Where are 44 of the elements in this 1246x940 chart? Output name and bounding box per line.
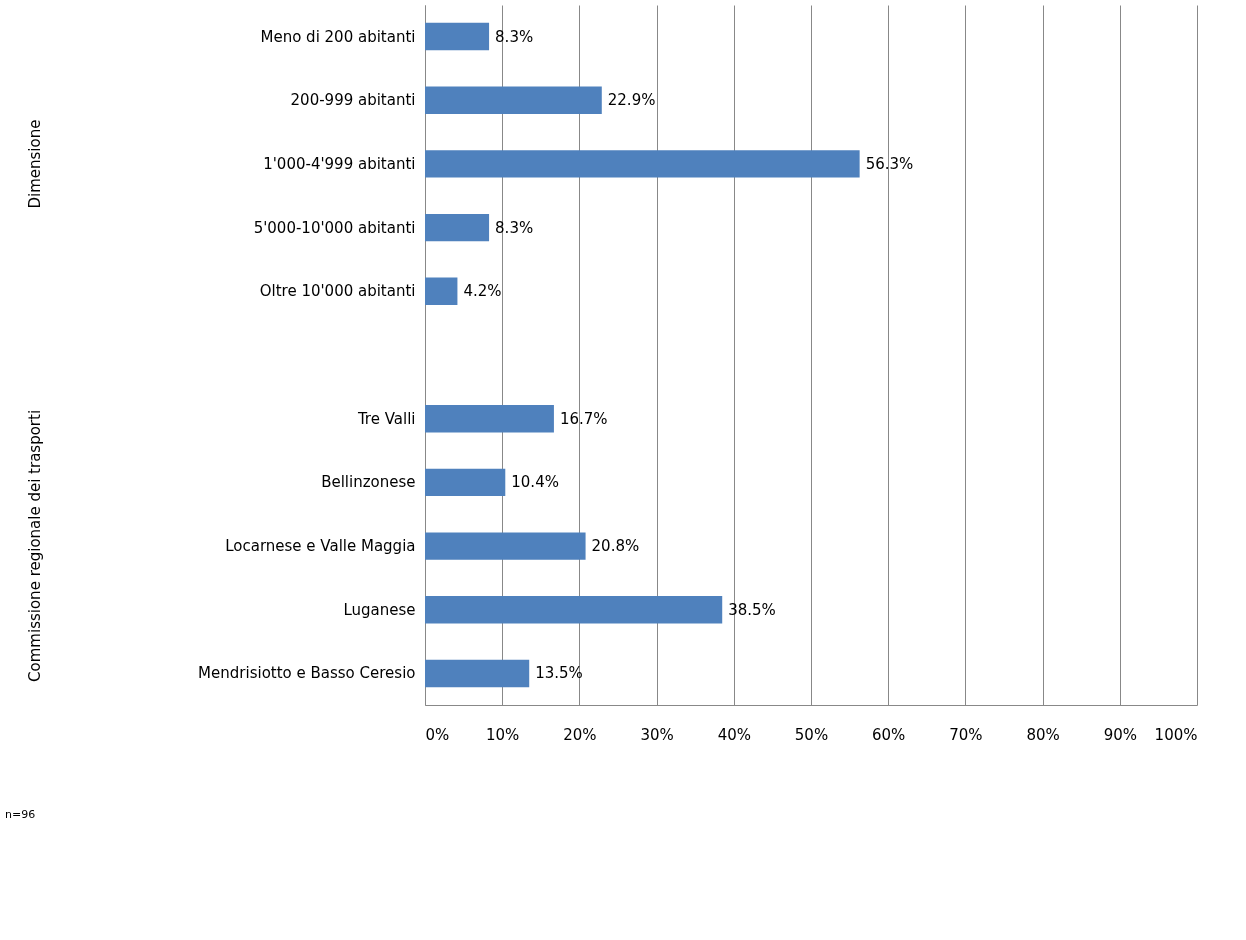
data-label: 4.2% [463,282,502,301]
y-tick-label: Tre Valli [356,409,416,428]
y-tick-label: Locarnese e Valle Maggia [225,537,416,556]
bar [425,532,586,560]
bar [425,86,602,114]
data-label: 16.7% [559,409,608,428]
y-tick-label: Meno di 200 abitanti [260,27,416,46]
data-label: 22.9% [607,91,656,110]
y-tick-label: 200-999 abitanti [290,91,416,110]
bar [425,405,554,433]
x-tick-label: 20% [563,725,597,744]
y-tick-label: Bellinzonese [321,473,416,492]
x-tick-label: 90% [1103,725,1137,744]
x-tick-label: 80% [1026,725,1060,744]
x-tick-label: 10% [486,725,520,744]
bar [425,22,490,51]
data-label: 20.8% [591,537,640,556]
data-label: 38.5% [728,600,776,619]
bar [425,659,530,688]
x-tick-label: 70% [949,725,983,744]
text: Dimensione [26,119,44,209]
data-label: 13.5% [535,664,583,683]
bar [425,277,458,305]
x-tick-label: 40% [717,725,751,744]
text: Commissione regionale dei trasporti [26,409,44,682]
data-label: 10.4% [511,473,559,492]
bar [425,468,506,497]
data-label: 56.3% [865,154,914,173]
bar [425,213,490,242]
x-tick-label: 0% [425,725,450,744]
bar [425,150,860,178]
x-tick-label: 100% [1154,725,1198,744]
x-tick-label: 60% [872,725,906,744]
data-label: 8.3% [495,218,534,237]
x-tick-label: 30% [640,725,674,744]
y-tick-label: Luganese [343,600,416,619]
y-tick-label: Oltre 10'000 abitanti [259,282,416,301]
data-label: 8.3% [495,27,534,46]
x-tick-label: 50% [794,725,829,744]
y-tick-label: 5'000-10'000 abitanti [253,218,416,237]
y-tick-label: Mendrisiotto e Basso Ceresio [198,664,416,683]
y-tick-label: 1'000-4'999 abitanti [263,154,416,173]
text: n=96 [5,808,36,821]
bar [425,596,723,624]
